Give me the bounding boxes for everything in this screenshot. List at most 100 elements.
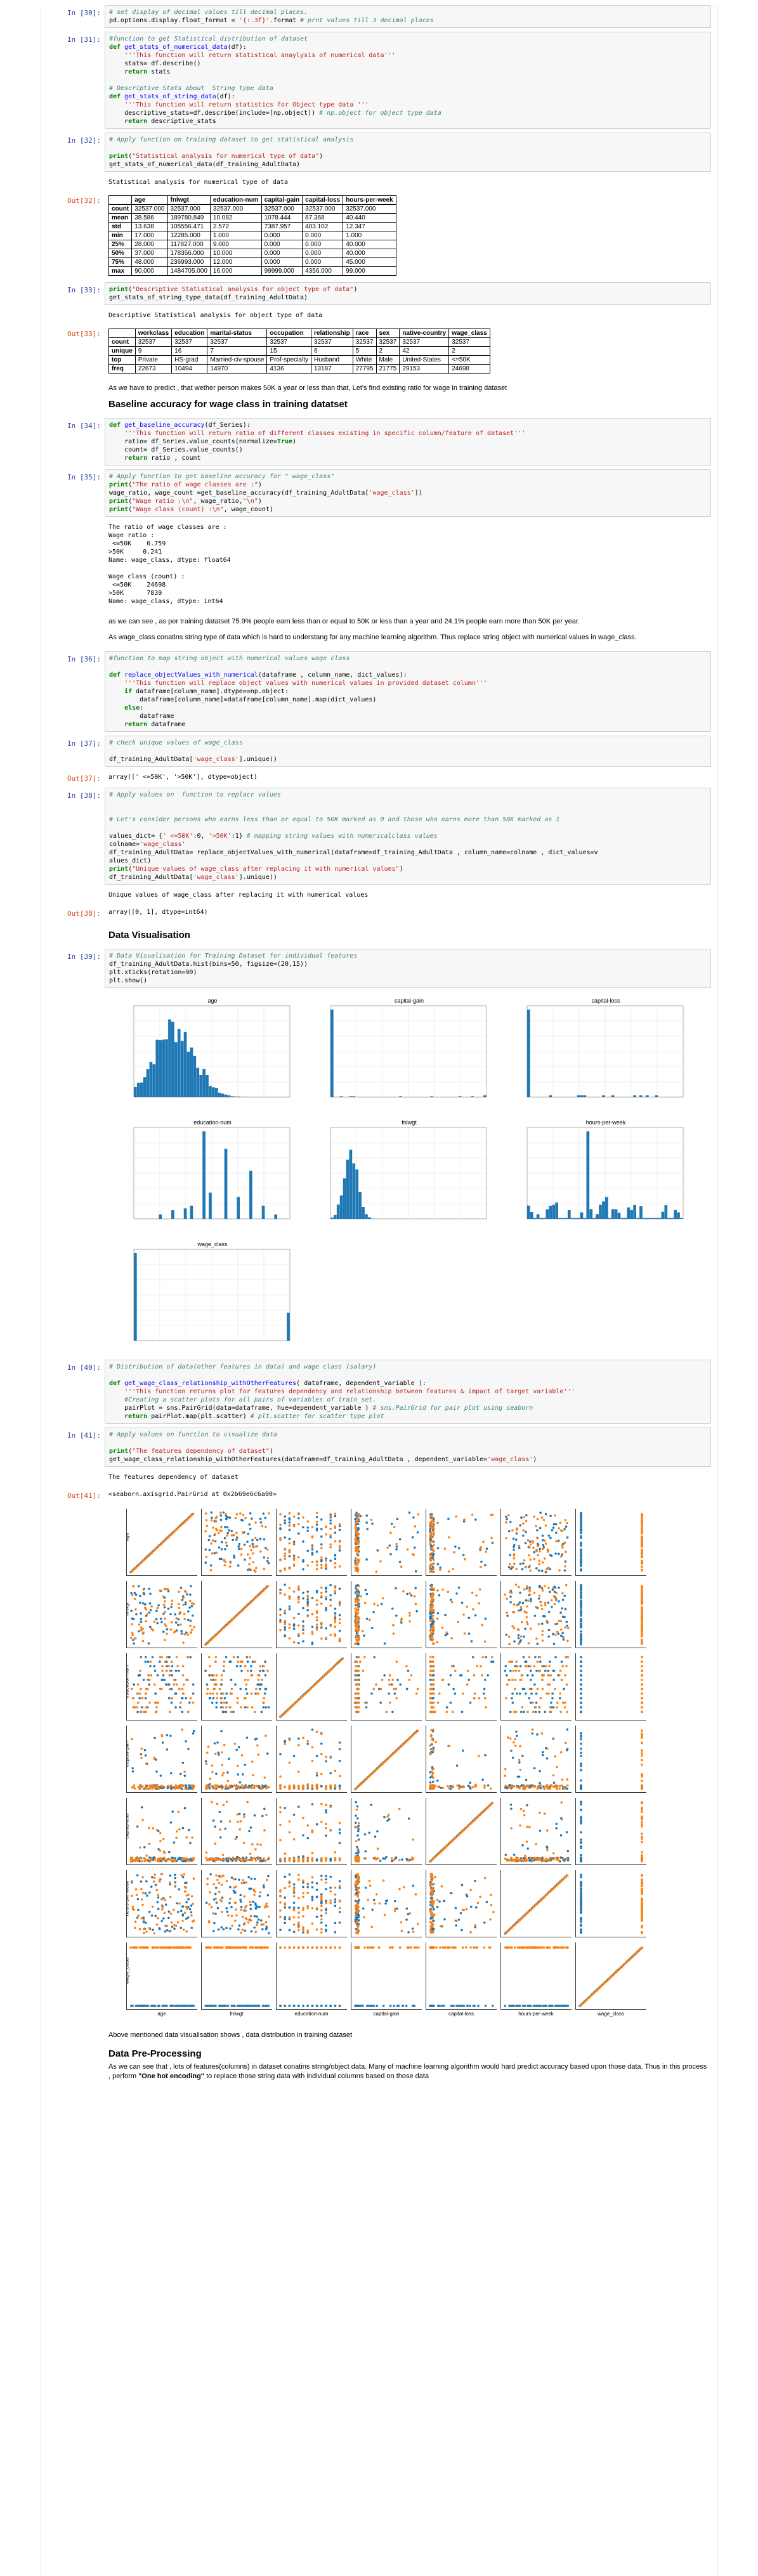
scatter-point	[355, 1601, 357, 1604]
scatter-point	[165, 1588, 167, 1590]
scatter-point	[487, 1674, 489, 1677]
scatter-point	[530, 1701, 532, 1704]
scatter-point	[461, 1711, 464, 1714]
scatter-point	[641, 1521, 643, 1523]
scatter-point	[131, 1688, 133, 1691]
scatter-point	[223, 1711, 225, 1714]
scatter-point	[178, 1670, 180, 1672]
scatter-point	[334, 1634, 337, 1637]
code-editor[interactable]: # Apply values on function to replacr va…	[105, 788, 711, 885]
scatter-point	[358, 1618, 360, 1621]
scatter-point	[431, 1597, 434, 1600]
scatter-point	[223, 1744, 226, 1747]
scatter-point	[381, 1603, 383, 1605]
scatter-point	[542, 1548, 544, 1551]
code-line: pd.options.display.float_format = '{:.3f…	[109, 16, 707, 25]
scatter-point	[509, 1563, 511, 1566]
scatter-point	[565, 1742, 567, 1745]
code-cell-41[interactable]: In [41]: # Apply values on function to v…	[41, 1428, 717, 1467]
scatter-point	[407, 1549, 409, 1551]
code-editor[interactable]: # set display of decimal values till dec…	[105, 5, 711, 28]
scatter-point	[432, 1643, 435, 1645]
scatter-point	[141, 1706, 143, 1708]
scatter-point	[552, 1738, 554, 1740]
code-cell-31[interactable]: In [31]: #function to get Statistical di…	[41, 32, 717, 129]
scatter-point	[189, 1842, 192, 1845]
scatter-plot	[426, 1581, 497, 1648]
scatter-point	[542, 1751, 544, 1753]
scatter-point	[513, 1553, 516, 1556]
code-cell-38[interactable]: In [38]: # Apply values on function to r…	[41, 788, 717, 885]
scatter-point	[432, 1660, 435, 1663]
scatter-point	[535, 1706, 537, 1708]
scatter-point	[190, 1620, 192, 1622]
code-editor[interactable]: # Apply function on training dataset to …	[105, 133, 711, 172]
scatter-point	[513, 1741, 515, 1744]
scatter-point	[242, 1773, 244, 1776]
code-editor[interactable]: def get_baseline_accuracy(df_Series): ''…	[105, 418, 711, 465]
scatter-point	[159, 1849, 162, 1852]
scatter-point	[302, 1785, 304, 1787]
output-prompt: Out[41]:	[41, 1488, 105, 1501]
scatter-point	[541, 1665, 544, 1668]
scatter-point	[187, 1748, 190, 1750]
scatter-point	[284, 1537, 286, 1539]
code-editor[interactable]: # Apply values on function to visualize …	[105, 1428, 711, 1467]
code-cell-36[interactable]: In [36]: #function to map string object …	[41, 651, 717, 732]
scatter-point	[306, 1786, 309, 1789]
scatter-point	[246, 1736, 249, 1739]
scatter-point	[191, 1605, 193, 1608]
scatter-point	[206, 1787, 208, 1790]
scatter-point	[185, 1632, 188, 1634]
scatter-point	[252, 1774, 254, 1776]
code-cell-33[interactable]: In [33]: print("Descriptive Statistical …	[41, 282, 717, 305]
pairplot-cell	[276, 1653, 347, 1721]
scatter-point	[355, 1591, 357, 1594]
scatter-point	[546, 1747, 549, 1750]
scatter-point	[240, 1548, 243, 1551]
scatter-point	[253, 1787, 256, 1790]
scatter-point	[284, 1623, 286, 1625]
table-cell: HS-grad	[172, 356, 207, 365]
code-line: count= df_Series.value_counts()	[109, 446, 707, 454]
table-cell: 32537	[449, 338, 490, 347]
code-cell-35[interactable]: In [35]: # Apply function to get baselin…	[41, 469, 717, 517]
scatter-point	[509, 1670, 512, 1672]
histogram-bar	[249, 1171, 252, 1219]
histogram-bar	[368, 1218, 371, 1219]
scatter-point	[436, 1522, 439, 1525]
table-cell: Prof-specialty	[267, 356, 311, 365]
row-header: freq	[109, 365, 136, 374]
row-header: std	[109, 223, 132, 231]
scatter-point	[261, 1525, 264, 1528]
scatter-point	[518, 1759, 521, 1762]
code-editor[interactable]: #function to get Statistical distributio…	[105, 32, 711, 129]
scatter-point	[329, 1785, 332, 1788]
scatter-point	[265, 1674, 267, 1677]
code-cell-32[interactable]: In [32]: # Apply function on training da…	[41, 133, 717, 172]
code-editor[interactable]: # Data Visualisation for Training Datase…	[105, 949, 711, 988]
scatter-point	[329, 1528, 332, 1530]
pairplot-cell	[575, 1653, 646, 1721]
code-cell-30[interactable]: In [30]: # set display of decimal values…	[41, 5, 717, 28]
code-editor[interactable]: # Distribution of data(other features in…	[105, 1360, 711, 1424]
code-editor[interactable]: # Apply function to get baseline accurac…	[105, 469, 711, 517]
code-cell-37[interactable]: In [37]: # check unique values of wage_c…	[41, 736, 717, 767]
scatter-point	[563, 1639, 565, 1641]
scatter-point	[229, 1820, 232, 1823]
code-cell-40[interactable]: In [40]: # Distribution of data(other fe…	[41, 1360, 717, 1424]
scatter-point	[558, 1788, 561, 1790]
code-editor[interactable]: #function to map string object with nume…	[105, 651, 711, 732]
code-cell-34[interactable]: In [34]: def get_baseline_accuracy(df_Se…	[41, 418, 717, 465]
scatter-point	[223, 1660, 226, 1663]
scatter-point	[522, 1535, 525, 1537]
scatter-point	[516, 1735, 518, 1738]
scatter-point	[539, 1559, 541, 1562]
scatter-point	[316, 1591, 318, 1594]
scatter-point	[566, 1831, 568, 1833]
scatter-point	[551, 1693, 554, 1695]
code-cell-39[interactable]: In [39]: # Data Visualisation for Traini…	[41, 949, 717, 988]
code-editor[interactable]: print("Descriptive Statistical analysis …	[105, 282, 711, 305]
scatter-point	[289, 1820, 291, 1823]
